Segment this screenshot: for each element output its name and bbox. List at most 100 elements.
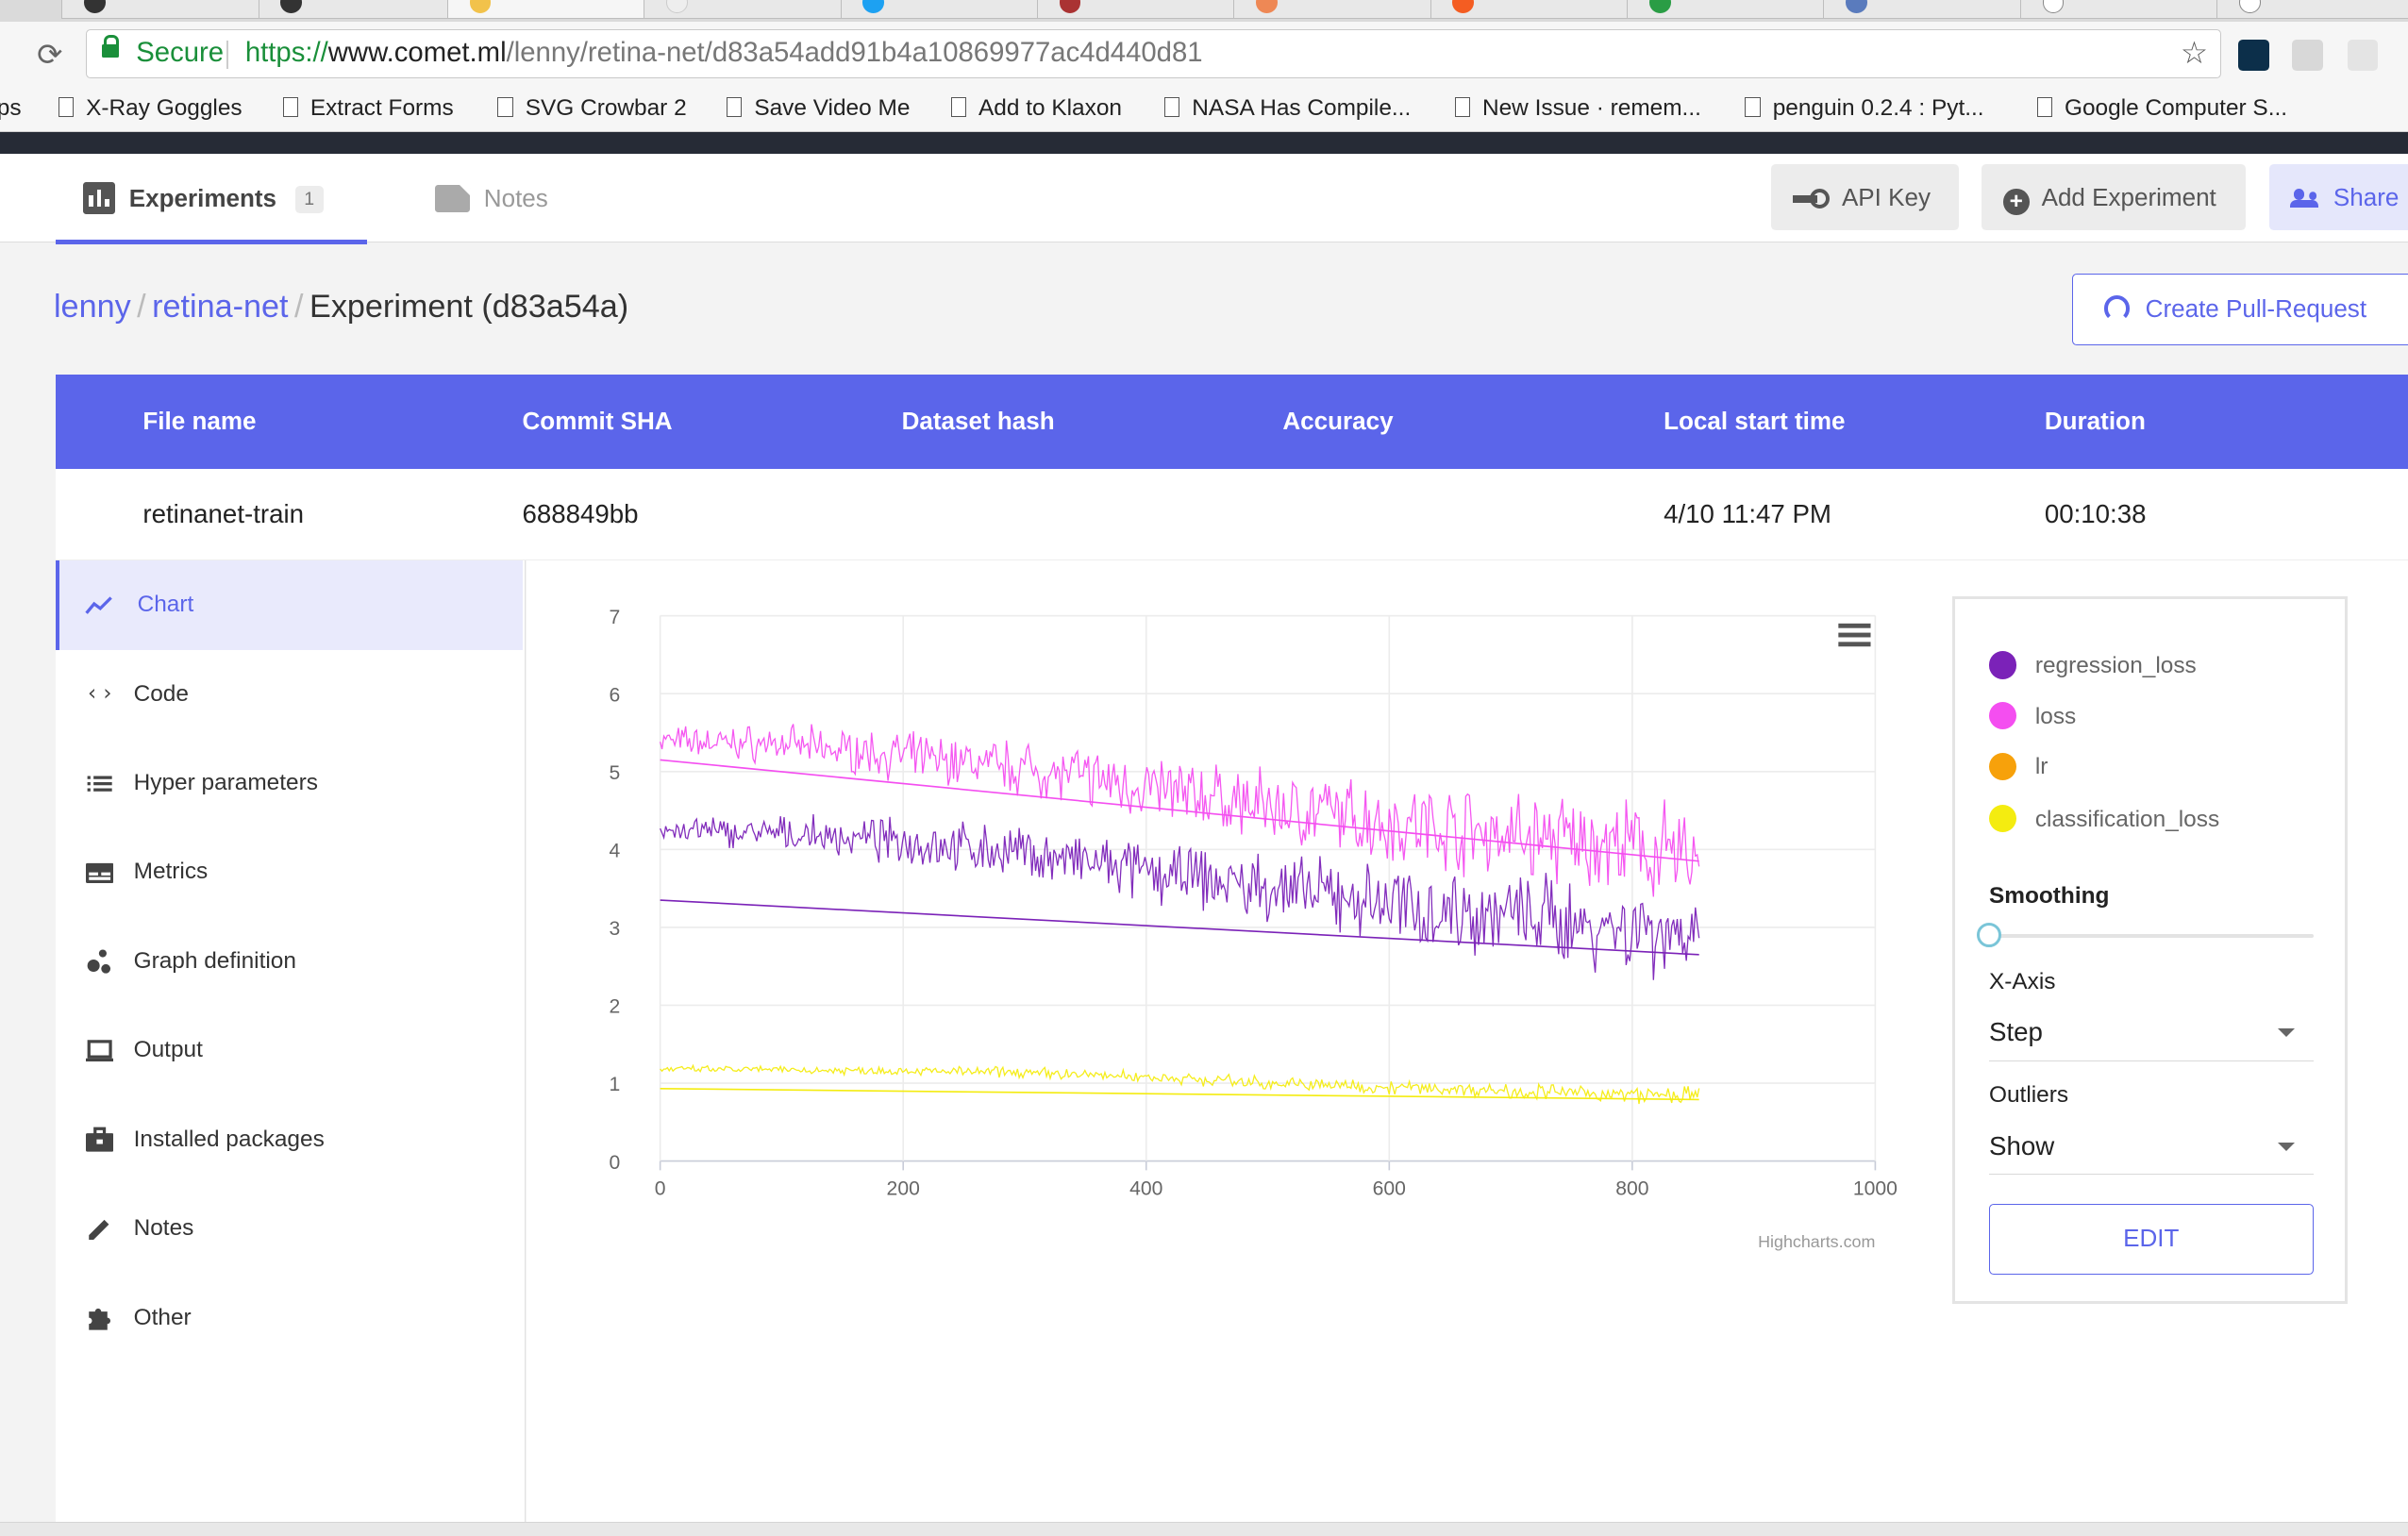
table-cell-start-time: 4/10 11:47 PM <box>1664 498 1831 528</box>
sidebar-item-label: Installed packages <box>133 1126 325 1152</box>
series-line-loss[interactable] <box>660 724 1700 897</box>
address-bar[interactable]: Secure https://www.comet.ml/lenny/retina… <box>86 28 2222 78</box>
x-tick-label: 600 <box>1373 1178 1406 1200</box>
legend-dot <box>1989 651 2017 679</box>
browser-tab[interactable] <box>1036 0 1237 19</box>
sidebar-item-label: Chart <box>137 592 194 618</box>
url-text: https://www.comet.ml/lenny/retina-net/d8… <box>244 36 1203 68</box>
add-experiment-button[interactable]: + Add Experiment <box>1982 164 2247 231</box>
bookmark-item[interactable]: X-Ray Goggles <box>58 93 242 125</box>
reload-icon[interactable]: ⟳ <box>37 38 63 73</box>
sidebar-item-installed-packages[interactable]: Installed packages <box>56 1095 523 1184</box>
smoothing-slider-handle[interactable] <box>1976 923 2002 948</box>
x-axis-ticks: 0 200 400 600 800 1000 <box>655 1178 1898 1200</box>
key-icon <box>1792 189 1830 209</box>
forward-icon[interactable]: › <box>0 37 1 74</box>
bar-chart-icon <box>82 181 116 214</box>
browser-tab[interactable] <box>2216 0 2408 19</box>
page-icon <box>282 96 298 117</box>
series-return-line-loss <box>660 759 1700 862</box>
bookmark-item[interactable]: penguin 0.2.4 : Pyt... <box>1745 93 1984 125</box>
bookmarks-bar: ps X-Ray Goggles Extract Forms SVG Crowb… <box>0 89 2408 132</box>
column-header[interactable]: Commit SHA <box>522 407 673 436</box>
browser-tab[interactable] <box>1430 0 1630 19</box>
bookmark-item[interactable]: Extract Forms <box>282 93 454 125</box>
bookmark-item[interactable]: ps <box>0 95 22 122</box>
browser-tab[interactable] <box>2019 0 2220 19</box>
sidebar-item-notes[interactable]: Notes <box>56 1184 523 1273</box>
tab-notes[interactable]: Notes <box>434 154 548 242</box>
sidebar-item-graph-definition[interactable]: Graph definition <box>56 917 523 1006</box>
bookmark-item[interactable]: New Issue · remem... <box>1454 93 1701 125</box>
sidebar-item-chart[interactable]: Chart <box>55 560 523 650</box>
bookmark-item[interactable]: NASA Has Compile... <box>1164 93 1411 125</box>
sidebar-item-code[interactable]: ‹ › Code <box>56 650 523 739</box>
chart-controls-panel: regression_loss loss lr classification_l… <box>1952 595 2348 1305</box>
x-tick-label: 200 <box>887 1178 920 1200</box>
sidebar-item-other[interactable]: Other <box>56 1274 523 1362</box>
outliers-select[interactable]: Show <box>1989 1120 2314 1176</box>
bookmark-item[interactable]: Save Video Me <box>727 93 910 125</box>
browser-tab[interactable] <box>1627 0 1827 19</box>
column-header[interactable]: Accuracy <box>1282 407 1394 436</box>
column-header[interactable]: Local start time <box>1664 407 1846 436</box>
tab-experiments[interactable]: Experiments 1 <box>55 154 366 244</box>
create-pull-request-button[interactable]: Create Pull-Request <box>2072 273 2408 346</box>
sidebar-item-label: Other <box>133 1304 192 1330</box>
table-cell-commit-sha: 688849bb <box>522 498 639 528</box>
chart-series <box>660 724 1700 1105</box>
sidebar-item-hyper-parameters[interactable]: Hyper parameters <box>56 739 523 827</box>
page-icon <box>950 96 966 117</box>
browser-tab[interactable] <box>840 0 1041 19</box>
bookmark-item[interactable]: Google Computer S... <box>2036 93 2287 125</box>
y-tick-label: 0 <box>610 1152 621 1174</box>
browser-tab[interactable] <box>644 0 844 19</box>
x-axis-label: X-Axis <box>1989 969 2056 994</box>
edit-button[interactable]: EDIT <box>1989 1204 2314 1275</box>
column-header[interactable]: File name <box>142 407 257 436</box>
sidebar-item-label: Notes <box>133 1215 194 1242</box>
chart-credit[interactable]: Highcharts.com <box>1758 1232 1875 1251</box>
smoothing-slider-track[interactable] <box>1989 933 2314 939</box>
legend-item-lr[interactable]: lr <box>1989 752 2048 783</box>
legend-item-loss[interactable]: loss <box>1989 701 2076 733</box>
browser-tab-active[interactable] <box>446 0 647 19</box>
api-key-button[interactable]: API Key <box>1771 164 1959 231</box>
bookmark-item[interactable]: SVG Crowbar 2 <box>497 93 687 125</box>
pencil-icon <box>89 1219 109 1240</box>
sidebar-item-output[interactable]: Output <box>56 1006 523 1094</box>
column-header[interactable]: Dataset hash <box>901 407 1055 436</box>
metrics-chart[interactable]: 0 1 2 3 4 5 6 7 0 200 400 600 800 1000 Highcharts.co… <box>580 590 1901 1265</box>
chart-menu-icon[interactable] <box>1838 623 1871 647</box>
browser-tab[interactable] <box>258 0 450 19</box>
chevron-down-icon <box>2277 1028 2295 1037</box>
breadcrumb-project-link[interactable]: retina-net <box>152 289 289 326</box>
page-icon <box>2036 96 2052 117</box>
breadcrumb-user-link[interactable]: lenny <box>53 289 131 326</box>
x-tick-label: 1000 <box>1853 1178 1898 1200</box>
legend-dot <box>1989 805 2017 833</box>
extension-icon[interactable] <box>2291 40 2323 71</box>
sidebar-item-label: Output <box>133 1037 203 1063</box>
browser-tab[interactable] <box>1823 0 2024 19</box>
column-header[interactable]: Duration <box>2044 407 2146 436</box>
legend-dot <box>1989 752 2017 780</box>
react-devtools-icon[interactable] <box>2237 40 2269 71</box>
legend-item-regression-loss[interactable]: regression_loss <box>1989 651 2197 682</box>
legend-item-classification-loss[interactable]: classification_loss <box>1989 805 2219 836</box>
series-line-classification_loss[interactable] <box>660 1063 1700 1105</box>
browser-tab[interactable] <box>1233 0 1433 19</box>
bookmark-item[interactable]: Add to Klaxon <box>950 93 1122 125</box>
bookmark-star-icon[interactable]: ☆ <box>2180 35 2209 70</box>
sidebar-item-metrics[interactable]: Metrics <box>56 827 523 916</box>
y-tick-label: 6 <box>610 685 621 707</box>
sidebar-item-label: Graph definition <box>133 947 296 974</box>
share-button[interactable]: Share <box>2268 164 2408 231</box>
extension-icon[interactable] <box>2347 40 2379 71</box>
page-icon <box>58 96 75 117</box>
x-axis-select[interactable]: Step <box>1989 1006 2314 1061</box>
browser-tab-strip <box>0 0 2408 22</box>
series-line-regression_loss[interactable] <box>660 814 1700 980</box>
sidebar-item-label: Hyper parameters <box>133 770 318 796</box>
browser-tab[interactable] <box>61 0 261 19</box>
